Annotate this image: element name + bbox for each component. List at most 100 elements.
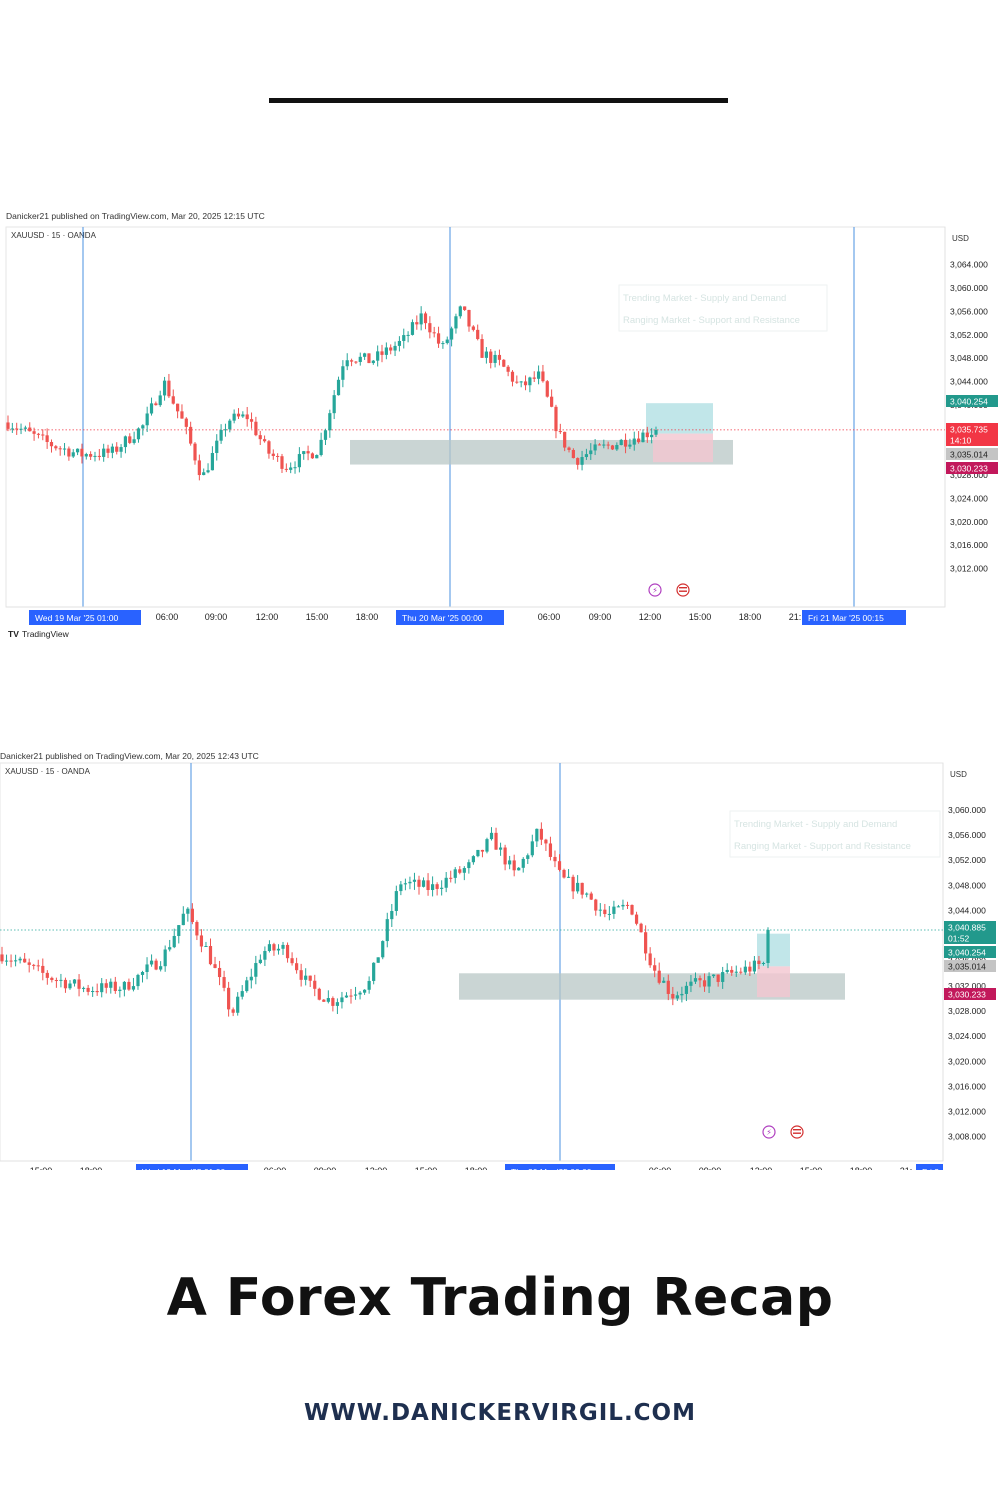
candle-body (258, 435, 262, 440)
lightning-glyph: ⚡ (652, 586, 658, 595)
price-label: 3,040.885 (948, 923, 986, 933)
candle-body (176, 403, 180, 412)
candle-body (254, 421, 258, 436)
candle-body (9, 960, 13, 962)
chart-panel-2[interactable]: Danicker21 published on TradingView.com,… (0, 745, 1000, 1170)
candle-body (508, 860, 512, 865)
x-tick-label: 15:00 (306, 612, 329, 622)
candle-body (610, 445, 615, 450)
candle-body (271, 453, 275, 456)
candle-body (54, 446, 58, 449)
price-label-bg (946, 448, 998, 460)
x-tick-label: 09:00 (699, 1166, 722, 1170)
candle-body (299, 970, 303, 980)
candle-body (544, 839, 548, 844)
price-label-bg (944, 960, 996, 972)
y-tick-label: 3,048.000 (950, 353, 988, 363)
top-divider (269, 98, 728, 103)
candle-body (430, 884, 435, 891)
y-tick-label: 3,028.000 (950, 470, 988, 480)
candle-body (32, 964, 36, 966)
candle-body (258, 959, 262, 964)
candle-body (4, 960, 9, 962)
candle-body (403, 883, 407, 885)
candle-body (267, 441, 271, 454)
candle-body (406, 334, 410, 336)
candle-body (467, 309, 471, 327)
symbol-label: XAUUSD · 15 · OANDA (5, 767, 91, 776)
price-label-bg (944, 921, 996, 933)
candle-body (32, 431, 36, 434)
candle-body (367, 980, 371, 990)
date-badge-label: Wed 19 Mar '25 01:00 (142, 1167, 225, 1170)
candle-body (100, 983, 104, 993)
candle-body (606, 444, 610, 446)
note-text: Trending Market - Supply and Demand (623, 293, 786, 304)
candle-body (641, 432, 645, 443)
candle-body (36, 965, 40, 967)
candle-body (615, 444, 619, 450)
page-headline: A Forex Trading Recap (166, 1268, 834, 1328)
chart-panel-1[interactable]: Danicker21 published on TradingView.com,… (0, 205, 1000, 645)
candle-body (132, 439, 136, 443)
candle-body (336, 379, 341, 396)
candle-body (267, 944, 272, 951)
price-label: 3,035.735 (950, 425, 988, 435)
candle-body (654, 430, 658, 435)
y-tick-label: 3,052.000 (950, 330, 988, 340)
candle-body (232, 413, 236, 421)
candlestick-chart-1[interactable]: Danicker21 published on TradingView.com,… (0, 205, 1000, 645)
candle-body (195, 922, 199, 936)
us-flag-stripe (793, 1132, 801, 1134)
candle-body (215, 440, 219, 454)
candle-body (628, 444, 632, 447)
candle-body (328, 413, 332, 431)
candle-body (702, 980, 707, 987)
us-flag-icon (676, 583, 690, 597)
date-badge (505, 1164, 615, 1170)
candle-body (757, 960, 761, 964)
candle-body (168, 947, 172, 950)
candle-body (231, 1009, 235, 1013)
x-tick-label: 18:00 (739, 612, 762, 622)
candle-body (597, 444, 602, 446)
x-tick-label: 06:00 (649, 1166, 672, 1170)
candle-body (650, 434, 654, 438)
candle-body (189, 426, 193, 444)
candle-body (428, 323, 432, 333)
x-tick-label: 18:00 (850, 1166, 873, 1170)
candle-body (657, 970, 661, 983)
candle-body (497, 354, 502, 360)
candle-body (190, 908, 194, 923)
date-badge (916, 1164, 943, 1170)
candle-body (458, 869, 462, 873)
x-tick-label: 15:00 (30, 1166, 53, 1170)
candle-body (263, 950, 267, 960)
candle-body (340, 997, 344, 1003)
candle-body (297, 454, 301, 468)
candle-body (154, 403, 158, 406)
y-tick-label: 3,024.000 (950, 493, 988, 503)
candle-body (517, 867, 521, 871)
candle-body (115, 446, 119, 452)
candle-body (453, 869, 457, 878)
candle-body (675, 995, 679, 999)
candle-body (28, 427, 32, 432)
candle-body (13, 960, 18, 962)
price-label: 3,035.014 (950, 450, 988, 460)
candle-body (563, 431, 567, 448)
candle-body (498, 847, 503, 850)
candlestick-chart-2[interactable]: Danicker21 published on TradingView.com,… (0, 745, 1000, 1170)
candle-body (149, 403, 154, 414)
candle-body (598, 909, 602, 911)
candle-body (50, 977, 54, 981)
note-text: Trending Market - Supply and Demand (734, 819, 897, 830)
candle-body (721, 972, 725, 982)
candle-body (104, 983, 108, 988)
candle-body (603, 909, 607, 915)
candle-body (423, 313, 428, 324)
price-label: 3,040.254 (950, 397, 988, 407)
currency-label: USD (952, 234, 969, 243)
candle-body (526, 855, 530, 859)
candle-body (471, 856, 475, 863)
